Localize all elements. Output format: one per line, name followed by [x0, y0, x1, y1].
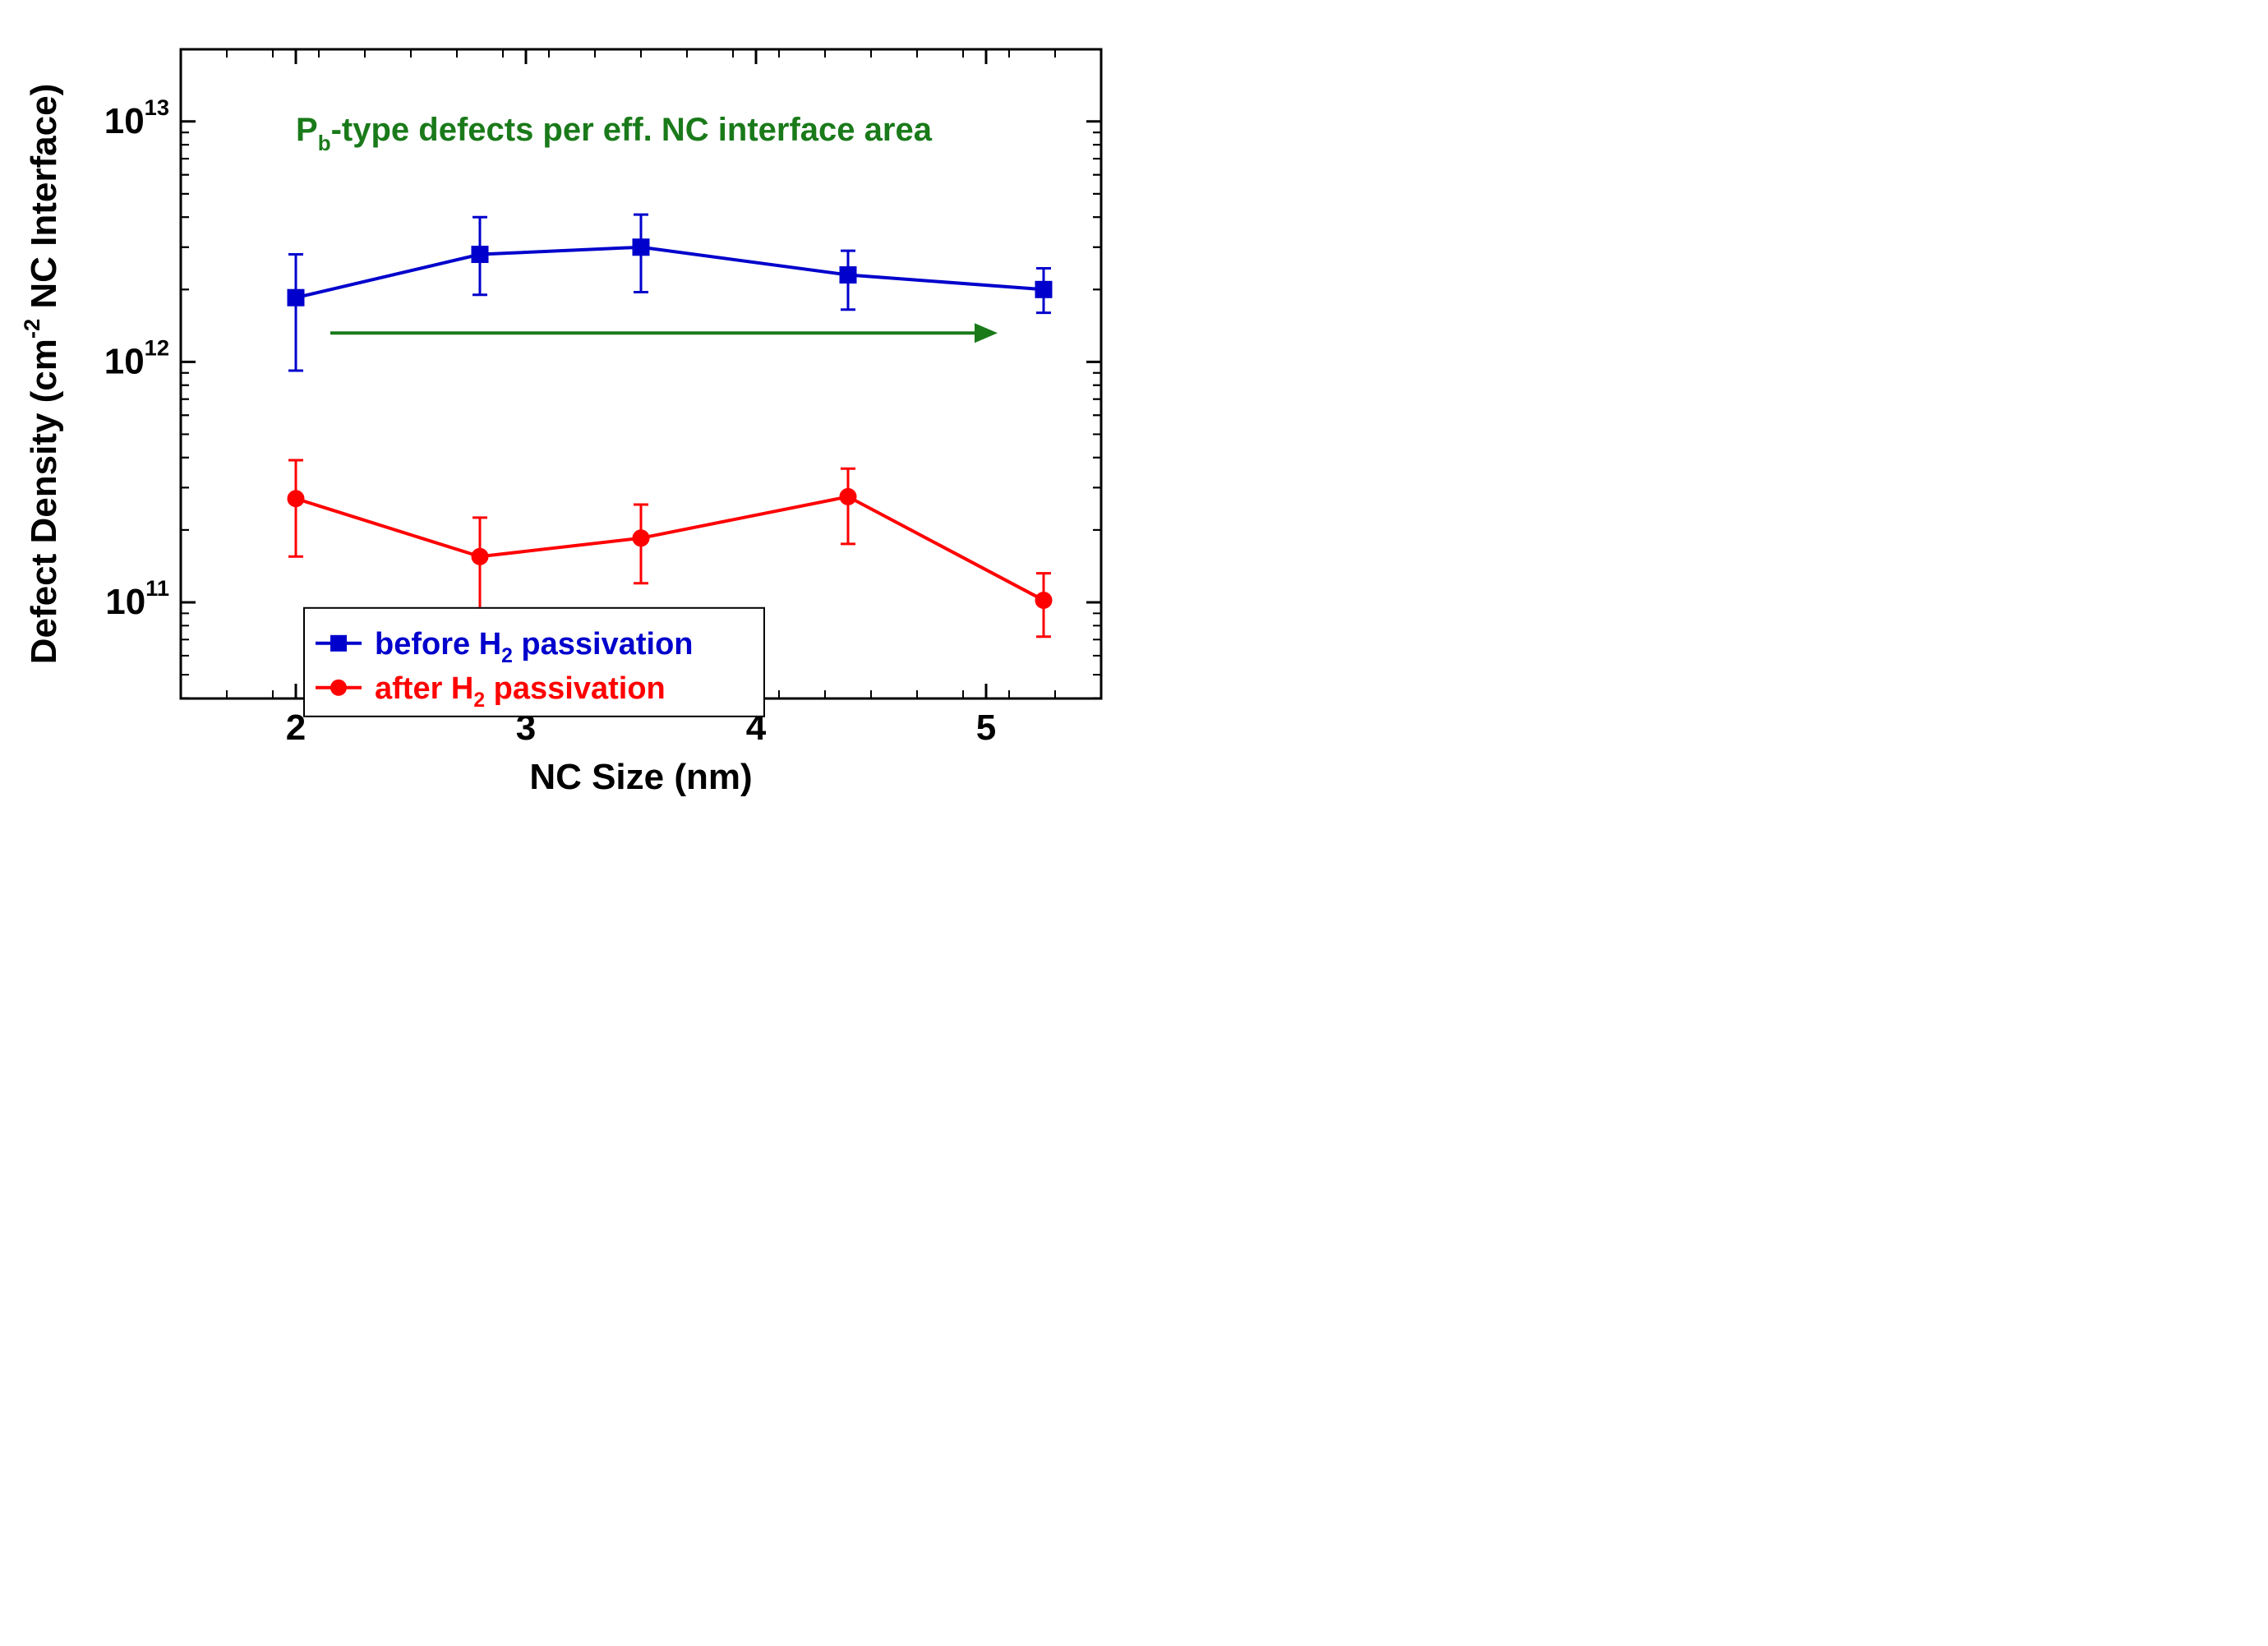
defect-density-chart: 2345NC Size (nm)101110121013Defect Densi… — [16, 16, 2252, 842]
legend-label: after H2 passivation — [375, 671, 666, 712]
annotation-text: Pb-type defects per eff. NC interface ar… — [296, 112, 933, 155]
svg-text:1011: 1011 — [105, 575, 169, 622]
svg-text:5: 5 — [976, 708, 996, 748]
chart-svg: 2345NC Size (nm)101110121013Defect Densi… — [16, 16, 1150, 838]
svg-text:1013: 1013 — [104, 95, 169, 141]
svg-text:2: 2 — [286, 708, 306, 748]
y-axis-label: Defect Density (cm-2 NC Interface) — [19, 84, 64, 664]
x-axis-label: NC Size (nm) — [529, 757, 752, 797]
svg-text:1012: 1012 — [104, 334, 169, 381]
legend-label: before H2 passivation — [375, 627, 694, 667]
series-before — [288, 214, 1052, 371]
